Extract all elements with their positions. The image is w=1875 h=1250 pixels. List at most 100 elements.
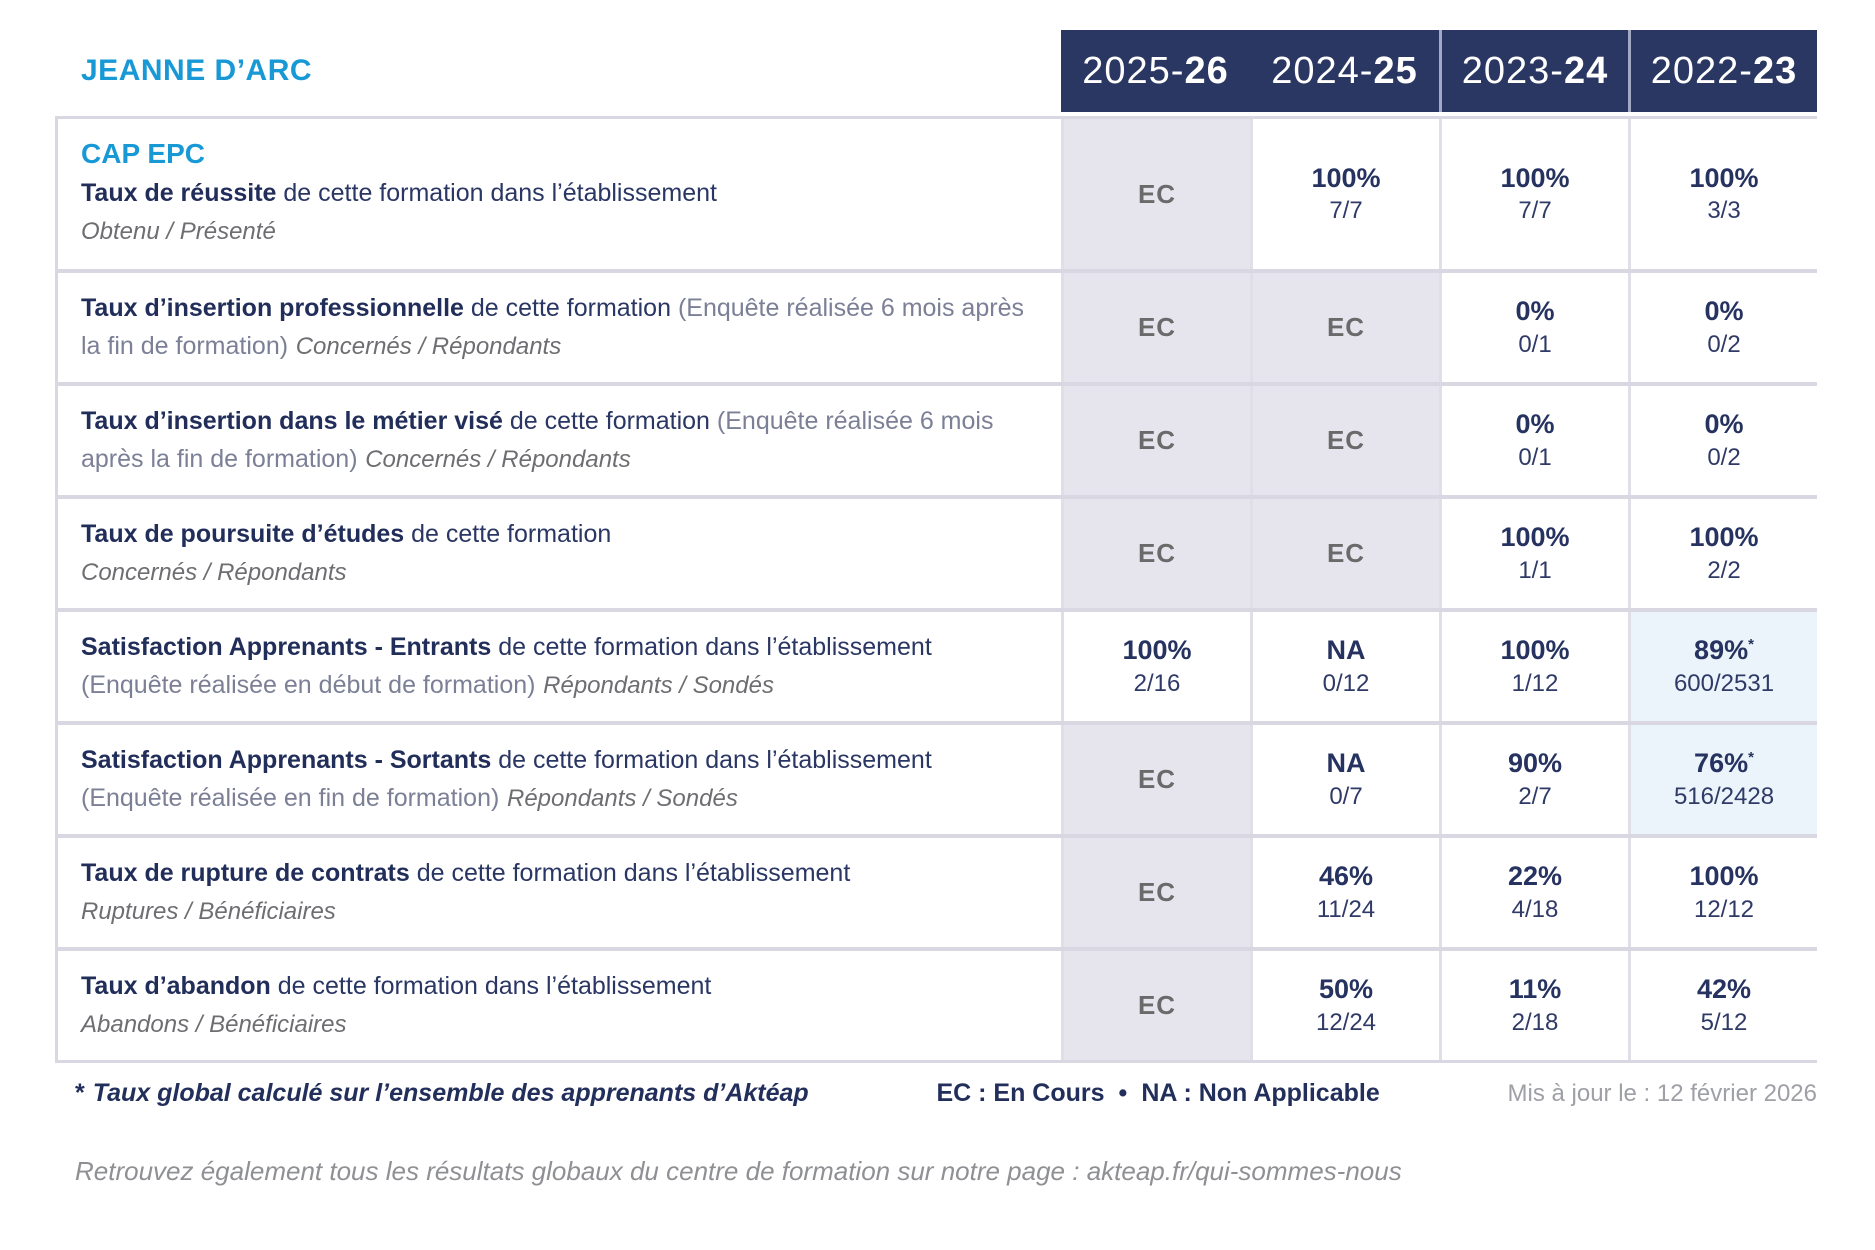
cell-fraction: 0/2	[1707, 330, 1741, 358]
row-label: Taux d’abandon de cette formation dans l…	[58, 951, 1061, 1060]
metric-desc: de cette formation	[404, 519, 612, 548]
cell-fraction: 0/12	[1322, 669, 1370, 697]
metric-text: Satisfaction Apprenants - Entrants de ce…	[81, 629, 1031, 704]
cell-value-text: 100%	[1500, 162, 1570, 193]
year-prefix: 2024-	[1271, 49, 1374, 92]
data-cell: 50% 12/24	[1250, 951, 1439, 1060]
metric-sublabel: Abandons / Bénéficiaires	[81, 1011, 347, 1039]
abbreviation-legend: EC : En Cours • NA : Non Applicable	[936, 1079, 1379, 1108]
row-label: Taux de rupture de contrats de cette for…	[58, 838, 1061, 947]
table-header: JEANNE D’ARC 2025- 26 2024- 25 2023- 24 202…	[55, 30, 1817, 112]
cell-status: EC	[1137, 877, 1177, 907]
data-cell: 100% 2/16	[1061, 612, 1250, 721]
cell-status: EC	[1137, 764, 1177, 794]
year-suffix: 26	[1184, 49, 1229, 92]
cell-value-text: 50%	[1318, 974, 1374, 1005]
year-prefix: 2025-	[1082, 49, 1185, 92]
metric-name: Taux de réussite	[81, 178, 277, 207]
row-label: CAP EPC Taux de réussite de cette format…	[58, 119, 1061, 269]
cell-value-text: 0%	[1704, 296, 1744, 327]
cell-fraction: 1/12	[1511, 669, 1559, 697]
year-prefix: 2023-	[1461, 49, 1564, 92]
metric-paren: (Enquête réalisée en fin de formation)	[81, 783, 500, 812]
data-cell: 46% 11/24	[1250, 838, 1439, 947]
data-cell: 100% 7/7	[1250, 119, 1439, 269]
metric-text: Satisfaction Apprenants - Sortants de ce…	[81, 742, 1031, 817]
cell-value-text: 76%	[1694, 748, 1749, 779]
data-cell: 89%* 600/2531	[1628, 612, 1817, 721]
data-cell: NA 0/7	[1250, 725, 1439, 834]
cell-value: 0%	[1704, 408, 1743, 442]
cell-value: 100%	[1311, 162, 1380, 196]
data-cell: 76%* 516/2428	[1628, 725, 1817, 834]
year-suffix: 24	[1563, 49, 1609, 92]
cell-fraction: 0/1	[1518, 330, 1552, 358]
cell-value-text: 100%	[1500, 522, 1570, 553]
asterisk-marker: *	[75, 1079, 85, 1107]
data-cell: 0% 0/1	[1439, 386, 1628, 495]
legend-ec: EC : En Cours	[936, 1079, 1105, 1107]
metric-text: Taux d’insertion professionnelle de cett…	[81, 290, 1031, 365]
school-title-area: JEANNE D’ARC	[55, 30, 1061, 112]
metric-sublabel: Répondants / Sondés	[543, 671, 774, 699]
program-title: CAP EPC	[81, 137, 205, 169]
metric-sublabel: Concernés / Répondants	[365, 445, 631, 473]
data-cell: EC	[1061, 499, 1250, 608]
cell-value: 50%	[1319, 973, 1373, 1007]
data-cell: EC	[1250, 273, 1439, 382]
updated-date: Mis à jour le : 12 février 2026	[1507, 1080, 1817, 1107]
metric-name: Taux d’insertion dans le métier visé	[81, 407, 503, 435]
data-cell: EC	[1061, 386, 1250, 495]
metric-desc: de cette formation dans l’établissement	[270, 971, 712, 1000]
table-row: Taux de poursuite d’études de cette form…	[58, 495, 1817, 608]
data-cell: EC	[1061, 273, 1250, 382]
cell-fraction: 1/1	[1518, 556, 1552, 584]
cell-value: 0%	[1515, 295, 1554, 329]
metric-desc: de cette formation	[463, 294, 671, 322]
metric-text: Taux d’insertion dans le métier visé de …	[81, 403, 1031, 478]
metric-name: Taux de rupture de contrats	[81, 858, 410, 887]
cell-fraction: 0/7	[1329, 782, 1363, 810]
data-cell: 11% 2/18	[1439, 951, 1628, 1060]
table-row: Satisfaction Apprenants - Entrants de ce…	[58, 608, 1817, 721]
year-column-header: 2022- 23	[1628, 30, 1817, 112]
cell-fraction: 5/12	[1700, 1008, 1748, 1036]
cell-fraction: 516/2428	[1673, 782, 1775, 810]
data-cell: 100% 12/12	[1628, 838, 1817, 947]
cell-value: 0%	[1704, 295, 1743, 329]
year-column-header: 2025- 26	[1061, 30, 1250, 112]
metric-text: Taux d’abandon de cette formation dans l…	[81, 968, 1031, 1006]
cell-value: 100%	[1500, 162, 1569, 196]
cell-value: 100%	[1689, 521, 1758, 555]
cell-value: NA	[1327, 634, 1366, 668]
footnote-row: * Taux global calculé sur l’ensemble des …	[55, 1079, 1817, 1108]
cell-value: 100%	[1500, 634, 1569, 668]
metric-name: Taux d’insertion professionnelle	[81, 294, 464, 322]
table-row: CAP EPC Taux de réussite de cette format…	[58, 119, 1817, 269]
year-prefix: 2022-	[1650, 49, 1753, 92]
year-suffix: 25	[1373, 49, 1418, 92]
cell-value: 11%	[1509, 973, 1562, 1007]
year-suffix: 23	[1752, 49, 1798, 92]
row-label: Satisfaction Apprenants - Sortants de ce…	[58, 725, 1061, 834]
cell-value: 90%	[1508, 747, 1562, 781]
cell-value-text: 100%	[1311, 162, 1381, 193]
cell-value-text: 100%	[1689, 522, 1759, 553]
cell-value-text: 0%	[1704, 409, 1744, 440]
metric-desc: de cette formation dans l’établissement	[491, 633, 932, 661]
cell-value: 100%	[1689, 162, 1758, 196]
cell-fraction: 0/2	[1707, 443, 1741, 471]
cell-value-text: 100%	[1689, 861, 1759, 892]
metric-sublabel: Répondants / Sondés	[506, 784, 738, 812]
row-label: Taux d’insertion professionnelle de cett…	[58, 273, 1061, 382]
bottom-note: Retrouvez également tous les résultats g…	[75, 1156, 1402, 1186]
cell-fraction: 3/3	[1707, 197, 1741, 225]
global-rate-note: * Taux global calculé sur l’ensemble des …	[75, 1079, 809, 1107]
cell-fraction: 12/24	[1315, 1008, 1377, 1036]
row-label: Taux de poursuite d’études de cette form…	[58, 499, 1061, 608]
school-title: JEANNE D’ARC	[81, 54, 313, 87]
data-cell: 100% 3/3	[1628, 119, 1817, 269]
cell-value: 100%	[1122, 634, 1191, 668]
row-label: Satisfaction Apprenants - Entrants de ce…	[58, 612, 1061, 721]
